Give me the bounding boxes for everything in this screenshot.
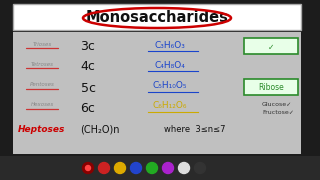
Text: C₅H₁₀O₅: C₅H₁₀O₅: [153, 82, 187, 91]
Text: C₆H₁₂O₆: C₆H₁₂O₆: [153, 102, 187, 111]
Text: 4c: 4c: [81, 60, 95, 73]
Text: Glucose✓: Glucose✓: [262, 102, 292, 107]
Text: Trioses: Trioses: [32, 42, 52, 46]
Circle shape: [115, 163, 125, 174]
Circle shape: [195, 163, 205, 174]
Circle shape: [147, 163, 157, 174]
Text: Hexoses: Hexoses: [30, 102, 54, 107]
Text: ✓: ✓: [268, 42, 274, 51]
Text: (CH₂O)n: (CH₂O)n: [80, 125, 120, 135]
Text: Ribose: Ribose: [258, 84, 284, 93]
Circle shape: [99, 163, 109, 174]
Circle shape: [85, 165, 91, 170]
Circle shape: [83, 163, 93, 174]
Text: C₄H₈O₄: C₄H₈O₄: [155, 60, 185, 69]
Circle shape: [163, 163, 173, 174]
Text: Monosaccharides: Monosaccharides: [85, 10, 228, 26]
Text: 3c: 3c: [81, 40, 95, 53]
Circle shape: [131, 163, 141, 174]
Text: Pentoses: Pentoses: [29, 82, 54, 87]
Text: 5c: 5c: [81, 82, 95, 94]
Circle shape: [179, 163, 189, 174]
Text: where  3≤n≤7: where 3≤n≤7: [164, 125, 226, 134]
Text: Fructose✓: Fructose✓: [262, 111, 294, 116]
Text: C₃H₆O₃: C₃H₆O₃: [155, 40, 185, 50]
FancyBboxPatch shape: [244, 38, 298, 54]
Text: Tetroses: Tetroses: [30, 62, 53, 66]
FancyBboxPatch shape: [244, 79, 298, 95]
Text: 6c: 6c: [81, 102, 95, 114]
FancyBboxPatch shape: [13, 32, 301, 154]
FancyBboxPatch shape: [13, 4, 301, 30]
Text: Heptoses: Heptoses: [18, 125, 66, 134]
FancyBboxPatch shape: [0, 156, 320, 180]
